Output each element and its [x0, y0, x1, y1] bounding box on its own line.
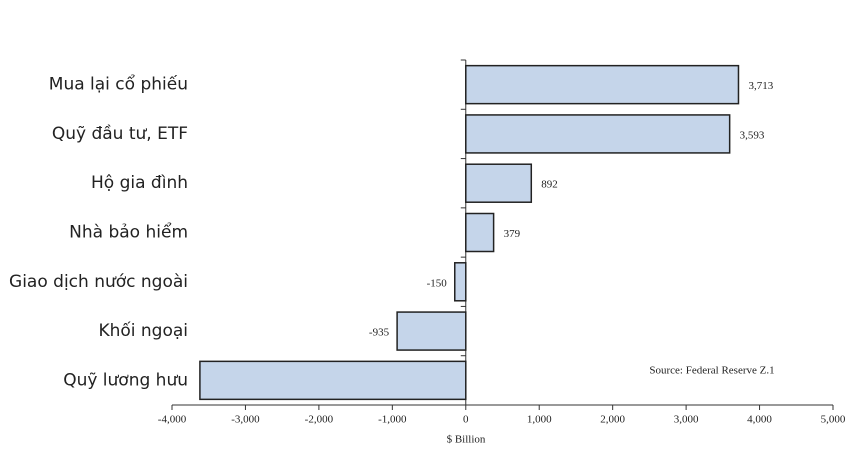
value-label: -935	[369, 327, 390, 339]
bar	[465, 64, 740, 105]
source-note: Source: Federal Reserve Z.1	[649, 365, 774, 377]
bar	[396, 311, 467, 351]
category-label: Hộ gia đình	[91, 173, 188, 193]
category-label: Quỹ lương hưu	[63, 370, 188, 390]
x-tick-label: 4,000	[747, 414, 772, 426]
x-tick-label: -2,000	[305, 414, 334, 426]
value-label: -150	[427, 277, 448, 289]
category-label: Khối ngoại	[98, 320, 188, 341]
x-tick-label: 2,000	[600, 414, 625, 426]
value-label: 3,593	[740, 129, 765, 141]
x-tick-label: 5,000	[821, 414, 846, 426]
x-tick-label: 3,000	[674, 414, 699, 426]
bar	[199, 360, 467, 401]
bar	[465, 212, 495, 253]
value-label: 892	[541, 179, 558, 191]
category-label: Quỹ đầu tư, ETF	[52, 123, 188, 144]
x-tick-label: -4,000	[158, 414, 187, 426]
bar	[465, 163, 533, 203]
x-axis-label: $ Billion	[447, 434, 486, 446]
x-tick-label: -1,000	[378, 414, 407, 426]
x-tick-label: 1,000	[527, 414, 552, 426]
value-label: 3,713	[748, 80, 773, 92]
category-label: Giao dịch nước ngoài	[9, 272, 188, 292]
x-tick-label: 0	[463, 414, 469, 426]
category-label: Nhà bảo hiểm	[69, 222, 188, 243]
bar	[454, 262, 467, 302]
x-tick-label: -3,000	[231, 414, 260, 426]
value-label: 379	[504, 228, 521, 240]
bar	[465, 114, 731, 154]
category-label: Mua lại cổ phiếu	[49, 74, 188, 95]
